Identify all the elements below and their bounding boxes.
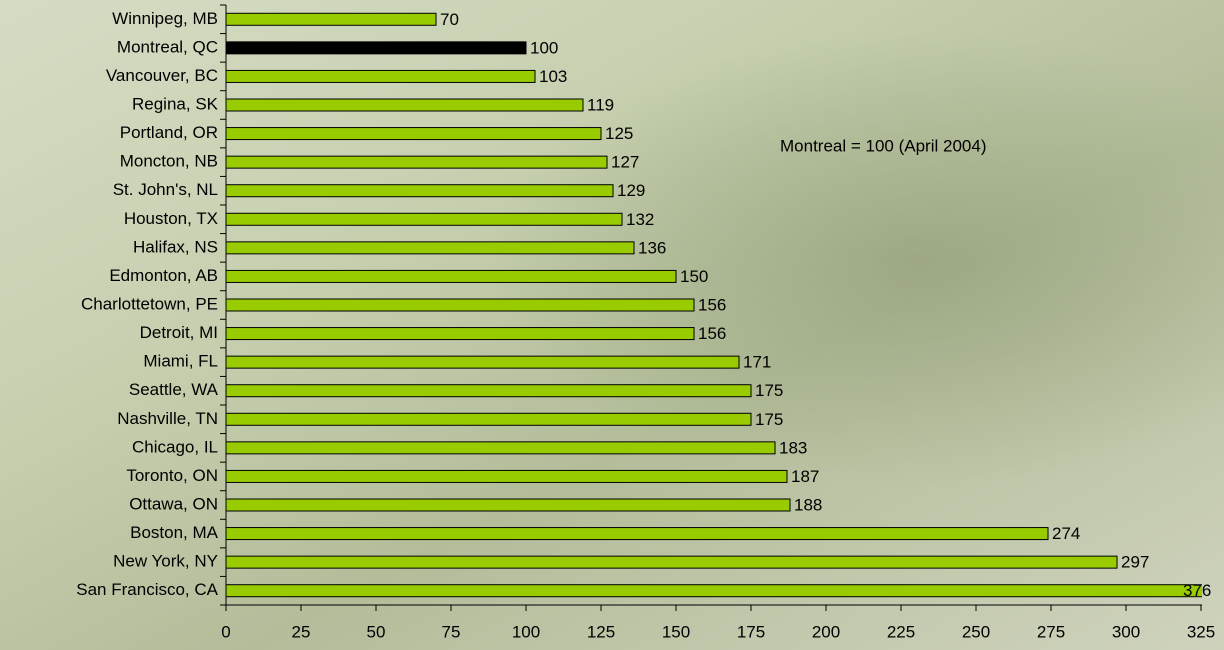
value-label: 188 <box>794 495 822 514</box>
y-tick-label: Charlottetown, PE <box>81 294 218 313</box>
y-tick-label: New York, NY <box>113 552 218 571</box>
value-label: 129 <box>617 181 645 200</box>
y-tick-label: Vancouver, BC <box>106 66 218 85</box>
value-label: 175 <box>755 410 783 429</box>
bar <box>226 13 436 25</box>
y-tick-label: Montreal, QC <box>117 37 218 56</box>
bar <box>226 413 751 425</box>
bar <box>226 213 622 225</box>
y-tick-label: Winnipeg, MB <box>112 9 218 28</box>
bar <box>226 128 601 140</box>
y-tick-label: Seattle, WA <box>129 380 219 399</box>
x-tick-label: 150 <box>662 622 690 641</box>
bar <box>226 385 751 397</box>
bar <box>226 442 775 454</box>
bar <box>226 328 694 340</box>
y-tick-label: Regina, SK <box>132 94 219 113</box>
bar <box>226 156 607 168</box>
bar <box>226 42 526 54</box>
value-label: 171 <box>743 353 771 372</box>
x-tick-label: 0 <box>221 622 230 641</box>
value-label: 125 <box>605 124 633 143</box>
y-tick-label: Miami, FL <box>143 352 218 371</box>
value-label: 175 <box>755 381 783 400</box>
bar <box>226 185 613 197</box>
value-label: 156 <box>698 324 726 343</box>
y-tick-label: Boston, MA <box>130 523 219 542</box>
bar <box>226 585 1224 597</box>
value-label: 274 <box>1052 524 1080 543</box>
x-tick-label: 50 <box>367 622 386 641</box>
value-label: 183 <box>779 438 807 457</box>
y-tick-label: Moncton, NB <box>120 152 218 171</box>
x-tick-label: 100 <box>512 622 540 641</box>
value-label: 119 <box>587 95 614 114</box>
y-tick-label: Portland, OR <box>120 123 218 142</box>
value-label: 156 <box>698 295 726 314</box>
value-label: 127 <box>611 153 639 172</box>
value-label: 297 <box>1121 553 1149 572</box>
x-tick-label: 300 <box>1112 622 1140 641</box>
bar <box>226 99 583 111</box>
y-tick-label: Detroit, MI <box>140 323 218 342</box>
bar <box>226 556 1117 568</box>
value-label: 150 <box>680 267 708 286</box>
y-tick-label: Ottawa, ON <box>129 494 218 513</box>
bar <box>226 299 694 311</box>
x-tick-label: 325 <box>1187 622 1215 641</box>
x-tick-label: 275 <box>1037 622 1065 641</box>
value-label: 376 <box>1183 581 1211 600</box>
x-tick-label: 225 <box>887 622 915 641</box>
bar <box>226 270 676 282</box>
value-label: 132 <box>626 210 654 229</box>
y-tick-label: Houston, TX <box>124 209 218 228</box>
value-label: 100 <box>530 38 558 57</box>
x-tick-label: 175 <box>737 622 765 641</box>
x-tick-label: 250 <box>962 622 990 641</box>
bar <box>226 356 739 368</box>
y-tick-label: San Francisco, CA <box>76 580 218 599</box>
value-label: 103 <box>539 67 567 86</box>
x-tick-label: 25 <box>292 622 311 641</box>
y-tick-label: Edmonton, AB <box>109 266 218 285</box>
bar <box>226 242 634 254</box>
value-label: 70 <box>440 10 459 29</box>
y-tick-label: Halifax, NS <box>133 237 218 256</box>
value-label: 136 <box>638 238 666 257</box>
x-tick-label: 125 <box>587 622 615 641</box>
y-tick-label: Toronto, ON <box>126 466 218 485</box>
y-tick-label: Nashville, TN <box>117 409 218 428</box>
y-tick-label: Chicago, IL <box>132 437 218 456</box>
chart: Montreal = 100 (April 2004) 0 25 50 75 100 12… <box>0 0 1224 650</box>
x-tick-label: 200 <box>812 622 840 641</box>
y-tick-label: St. John's, NL <box>113 180 218 199</box>
bar <box>226 70 535 82</box>
bar <box>226 499 790 511</box>
x-tick-label: 75 <box>442 622 461 641</box>
bar <box>226 528 1048 540</box>
annotation: Montreal = 100 (April 2004) <box>780 136 986 155</box>
bar <box>226 470 787 482</box>
value-label: 187 <box>791 467 819 486</box>
